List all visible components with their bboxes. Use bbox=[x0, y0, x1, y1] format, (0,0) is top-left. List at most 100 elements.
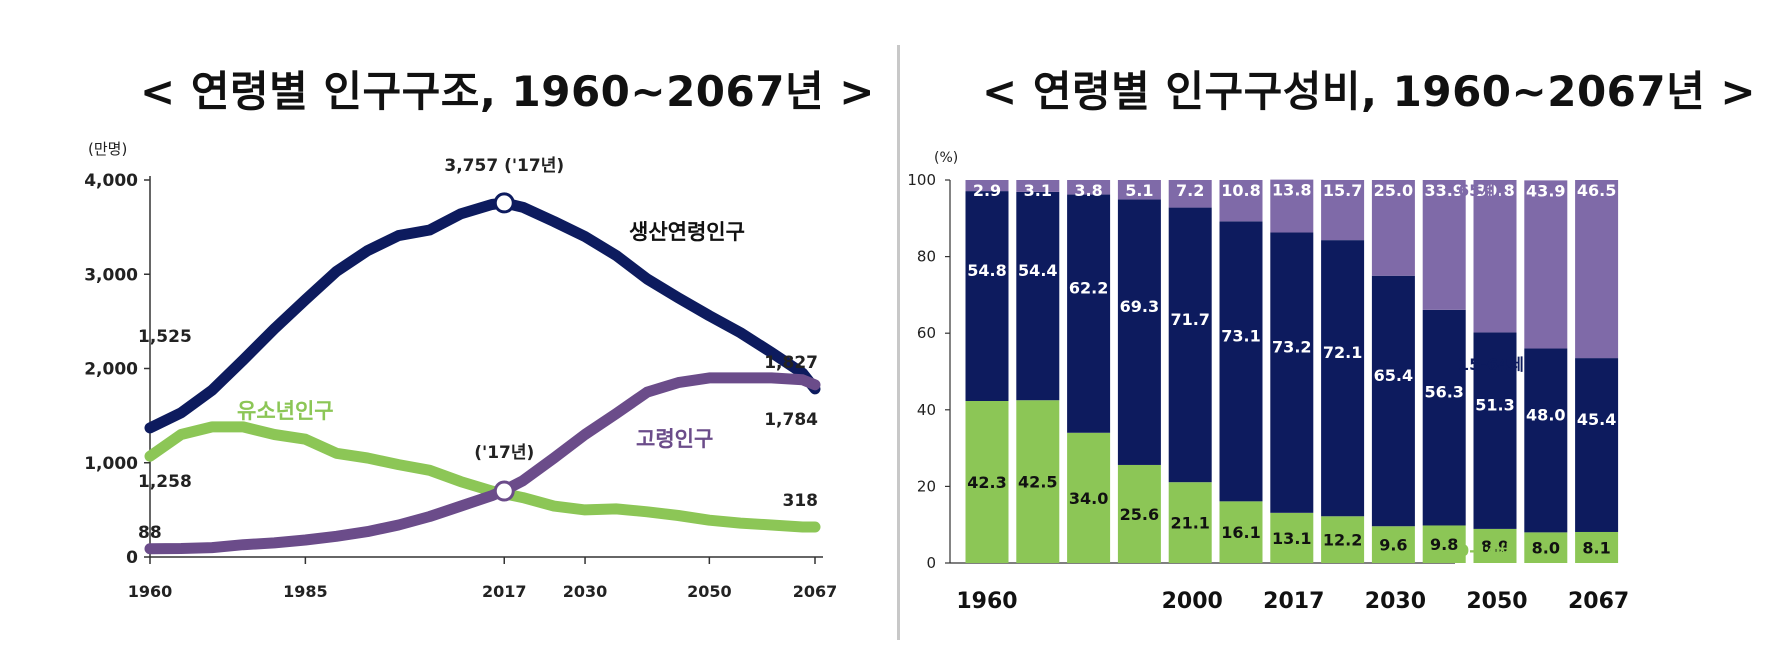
bar-value-label: 13.8 bbox=[1272, 181, 1311, 200]
bar-value-label: 8.1 bbox=[1582, 538, 1610, 557]
bar-segment-15-64 bbox=[1473, 332, 1517, 529]
left-chart-title: < 연령별 인구구조, 1960~2067년 > bbox=[140, 67, 875, 116]
bar-value-label: 7.2 bbox=[1176, 181, 1204, 200]
bar-chart-bars bbox=[965, 179, 1619, 563]
bar-segment-0-14 bbox=[1168, 482, 1212, 563]
bar-segment-65plus bbox=[1321, 180, 1365, 241]
bar-y-tick-label: 80 bbox=[917, 248, 936, 266]
bar-value-label: 51.3 bbox=[1475, 396, 1514, 415]
bar-segment-65plus bbox=[1473, 180, 1517, 333]
elderly-series-label: 고령인구 bbox=[636, 427, 713, 451]
bar-segment-0-14 bbox=[965, 400, 1009, 563]
peak-marker bbox=[493, 192, 515, 214]
bar-y-tick-label: 40 bbox=[917, 401, 936, 419]
x-tick-label: 2050 bbox=[687, 582, 732, 601]
youth-start-label: 1,258 bbox=[138, 472, 192, 492]
x-tick-label: 1960 bbox=[128, 582, 173, 601]
line-chart-series bbox=[144, 192, 821, 555]
crossover-marker bbox=[493, 480, 515, 502]
bar-y-tick-label: 20 bbox=[917, 477, 936, 495]
peak-label: 3,757 ('17년) bbox=[444, 156, 564, 176]
bar-segment-15-64 bbox=[1371, 275, 1415, 527]
y-tick-label: 2,000 bbox=[84, 360, 138, 380]
bar-value-label: 3.1 bbox=[1024, 181, 1052, 200]
population-structure-line-chart: (만명) 0 1,000 2,000 3,000 4,000 1960 1985 2017 203… bbox=[84, 140, 837, 601]
working-start-label: 1,525 bbox=[138, 327, 192, 347]
x-tick-label: 1985 bbox=[283, 582, 328, 601]
bar-y-tick-label: 100 bbox=[907, 171, 936, 189]
bar-value-label: 15.7 bbox=[1323, 181, 1362, 200]
bar-segment-65plus bbox=[1117, 180, 1161, 200]
bar-value-label: 25.0 bbox=[1374, 181, 1413, 200]
bar-segment-0-14 bbox=[1270, 512, 1314, 563]
bar-x-tick-label: 2017 bbox=[1263, 589, 1324, 614]
bar-value-label: 12.2 bbox=[1323, 531, 1362, 550]
bar-segment-0-14 bbox=[1524, 532, 1568, 563]
bar-segment-15-64 bbox=[1016, 191, 1060, 401]
bar-segment-0-14 bbox=[1219, 501, 1263, 563]
bar-value-label: 73.1 bbox=[1221, 326, 1260, 345]
y-axis-unit: (만명) bbox=[88, 140, 127, 158]
bar-segment-0-14 bbox=[1422, 525, 1466, 563]
bar-segment-15-64 bbox=[1422, 309, 1466, 526]
bar-segment-15-64 bbox=[1575, 358, 1619, 532]
bar-segment-15-64 bbox=[1168, 207, 1212, 483]
bar-value-label: 43.9 bbox=[1526, 181, 1565, 200]
bar-segment-65plus bbox=[1371, 180, 1415, 276]
bar-segment-65plus bbox=[1270, 179, 1314, 233]
end-youth-label: 318 bbox=[783, 491, 819, 511]
bar-segment-65plus bbox=[1524, 180, 1568, 349]
line-chart-axes: (만명) 0 1,000 2,000 3,000 4,000 1960 1985 2017 203… bbox=[84, 140, 837, 601]
bar-x-tick-label: 2050 bbox=[1466, 589, 1527, 614]
bar-legend-label: 0-14세 bbox=[1458, 541, 1513, 560]
bar-value-label: 71.7 bbox=[1170, 310, 1209, 329]
bar-y-tick-label: 0 bbox=[926, 554, 936, 572]
line-chart-labels: 1,525 1,258 88 3,757 ('17년) ('17년) 1,827 1,784… bbox=[138, 156, 818, 543]
bar-segment-15-64 bbox=[1067, 194, 1111, 433]
bar-value-label: 42.3 bbox=[967, 473, 1006, 492]
x-tick-label: 2017 bbox=[482, 582, 527, 601]
right-chart-title: < 연령별 인구구성비, 1960~2067년 > bbox=[982, 67, 1757, 116]
youth-series-label: 유소년인구 bbox=[237, 399, 334, 423]
bar-value-label: 45.4 bbox=[1577, 410, 1616, 429]
bar-value-label: 16.1 bbox=[1221, 523, 1260, 542]
bar-x-tick-label: 2000 bbox=[1162, 589, 1223, 614]
bar-segment-0-14 bbox=[1016, 400, 1060, 563]
bar-value-label: 34.0 bbox=[1069, 489, 1108, 508]
working-age-series-label: 생산연령인구 bbox=[629, 220, 745, 244]
bar-value-label: 3.8 bbox=[1074, 181, 1102, 200]
bar-segment-65plus bbox=[1016, 180, 1060, 192]
y-tick-label: 4,000 bbox=[84, 171, 138, 191]
bar-value-label: 2.9 bbox=[973, 181, 1001, 200]
bar-value-label: 56.3 bbox=[1424, 383, 1463, 402]
y-tick-label: 1,000 bbox=[84, 454, 138, 474]
end-working-label: 1,784 bbox=[764, 410, 818, 430]
bar-legend-label: 65세+ bbox=[1458, 181, 1508, 200]
bar-value-label: 72.1 bbox=[1323, 343, 1362, 362]
bar-segment-0-14 bbox=[1473, 528, 1517, 563]
bar-segment-65plus bbox=[1168, 180, 1212, 208]
bar-x-tick-label: 1960 bbox=[956, 589, 1017, 614]
bar-legend-label: 15-64세 bbox=[1458, 355, 1524, 374]
bar-segment-0-14 bbox=[1117, 464, 1161, 563]
bar-segment-65plus bbox=[965, 180, 1009, 192]
bar-value-label: 8.9 bbox=[1481, 537, 1509, 556]
bar-segment-15-64 bbox=[1321, 240, 1365, 517]
panel-divider bbox=[897, 45, 900, 640]
bar-value-label: 54.8 bbox=[967, 261, 1006, 280]
bar-segment-65plus bbox=[1575, 180, 1619, 359]
bar-value-label: 62.2 bbox=[1069, 279, 1108, 298]
bar-segment-0-14 bbox=[1575, 531, 1619, 563]
bar-chart-labels: 42.3 54.8 2.9 1960 42.5 54.4 3.1 34.0 62.2 3.8 25.… bbox=[956, 181, 1629, 614]
x-tick-label: 2067 bbox=[793, 582, 838, 601]
youth-line bbox=[144, 421, 821, 533]
bar-value-label: 21.1 bbox=[1170, 514, 1209, 533]
bar-x-tick-label: 2067 bbox=[1568, 589, 1629, 614]
elderly-start-label: 88 bbox=[138, 523, 162, 543]
bar-segment-15-64 bbox=[1117, 199, 1161, 465]
bar-value-label: 69.3 bbox=[1120, 297, 1159, 316]
x-tick-label: 2030 bbox=[563, 582, 608, 601]
bar-value-label: 5.1 bbox=[1125, 181, 1153, 200]
bar-value-label: 39.8 bbox=[1475, 181, 1514, 200]
bar-segment-0-14 bbox=[1067, 432, 1111, 563]
